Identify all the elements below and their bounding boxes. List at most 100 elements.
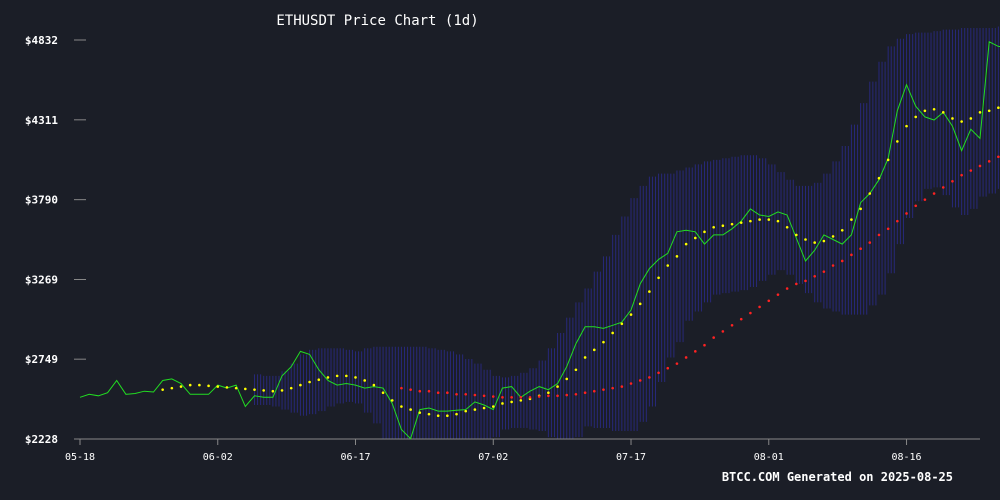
ma-short-dot: [473, 408, 477, 411]
ma-long-dot: [703, 343, 706, 347]
ma-short-dot: [611, 331, 614, 335]
ma-long-dot: [795, 282, 798, 286]
ma-long-dot: [859, 247, 862, 250]
ma-short-dot: [565, 377, 569, 381]
ma-short-dot: [795, 233, 798, 237]
ma-short-dot: [491, 405, 495, 408]
ma-short-dot: [179, 385, 183, 388]
ma-long-dot: [868, 241, 872, 244]
ma-long-dot: [409, 388, 412, 391]
ma-short-dot: [868, 192, 872, 195]
ma-long-dot: [592, 389, 596, 393]
ma-long-dot: [905, 212, 908, 215]
ma-short-dot: [804, 238, 807, 241]
ma-long-dot: [629, 382, 633, 385]
ma-short-dot: [712, 225, 715, 229]
tick-labels: $4832 $4311 $3790 $3269 $2749 $2228 05-18 06-02…: [25, 34, 922, 463]
axes: [74, 39, 980, 445]
ma-short-dot: [317, 378, 321, 382]
ma-short-dot: [547, 391, 550, 395]
ma-short-dot: [978, 111, 982, 114]
ma-short-dot: [923, 109, 927, 113]
ma-short-dot: [703, 230, 706, 234]
ma-long-dot: [666, 366, 670, 370]
ma-long-dot: [455, 392, 458, 396]
ma-short-dot: [308, 380, 311, 384]
ma-long-dot: [951, 179, 954, 183]
ma-short-dot: [997, 106, 1000, 110]
ma-long-dot: [400, 386, 403, 390]
ma-long-dot: [638, 379, 642, 382]
chart-title: ETHUSDT Price Chart (1d): [276, 13, 479, 29]
ma-short-dot: [574, 368, 578, 372]
ma-long-dot: [776, 293, 780, 296]
ma-long-dot: [730, 324, 734, 327]
ma-short-dot: [960, 120, 963, 123]
ma-short-dot: [758, 218, 761, 221]
ma-long-dot: [978, 164, 982, 168]
ma-long-dot: [648, 376, 651, 379]
ma-short-dot: [620, 322, 624, 326]
ma-short-dot: [932, 107, 936, 111]
ma-short-dot: [234, 386, 238, 390]
y-tick-label: $4311: [25, 114, 58, 127]
ma-long-dot: [501, 396, 504, 399]
x-tick-label: 08-16: [891, 452, 921, 463]
ma-long-dot: [969, 169, 973, 172]
ma-long-dot: [813, 274, 816, 278]
ma-short-dot: [877, 176, 881, 180]
ma-short-dot: [648, 290, 651, 293]
ma-long-dot: [620, 385, 624, 388]
x-tick-label: 08-01: [754, 452, 784, 463]
ma-long-dot: [574, 392, 578, 396]
ma-short-dot: [969, 117, 973, 120]
ma-short-dot: [583, 356, 587, 359]
ma-short-dot: [280, 389, 284, 392]
ma-short-dot: [886, 158, 890, 162]
ma-short-dot: [390, 399, 394, 402]
ma-short-dot: [638, 302, 642, 306]
ma-short-dot: [905, 124, 908, 128]
ma-short-dot: [335, 374, 339, 378]
chart-footer: BTCC.COM Generated on 2025-08-25: [721, 470, 953, 484]
ma-short-dot: [271, 389, 275, 393]
price-line: [79, 41, 1000, 440]
ma-short-dot: [767, 218, 771, 221]
ma-short-dot: [831, 235, 835, 238]
ma-long-dot: [547, 394, 550, 398]
ma-long-dot: [932, 192, 936, 195]
ma-long-dot: [473, 393, 477, 397]
ma-short-dot: [289, 386, 293, 390]
bollinger-band: [253, 26, 999, 439]
x-tick-label: 07-17: [616, 452, 646, 463]
ma-long-dot: [850, 253, 853, 257]
ma-long-dot: [611, 386, 614, 390]
y-tick-label: $2228: [25, 433, 58, 446]
ma-long-dot: [657, 371, 660, 375]
ma-long-dot: [583, 391, 587, 395]
ma-short-dot: [216, 385, 220, 388]
x-tick-label: 06-02: [203, 452, 233, 463]
ma-short-dot: [730, 222, 734, 226]
ma-short-dot: [951, 117, 954, 120]
ma-short-dot: [436, 414, 440, 418]
ma-short-dot: [455, 412, 458, 416]
ma-long-dot: [804, 279, 807, 283]
ma-short-dot: [262, 389, 265, 392]
ma-short-dot: [170, 386, 174, 390]
ma-short-dot: [381, 391, 385, 395]
x-tick-label: 07-02: [478, 452, 508, 463]
ma-short-dot: [914, 115, 918, 119]
ma-short-dot: [161, 388, 164, 391]
y-tick-label: $3269: [25, 273, 58, 286]
ma-short-dot: [409, 408, 412, 411]
ma-short-dot: [859, 207, 862, 211]
ma-long-dot: [694, 350, 697, 353]
ma-short-dot: [666, 264, 670, 267]
ma-short-dot: [822, 239, 826, 243]
ma-short-dot: [629, 313, 633, 316]
ma-short-dot: [427, 412, 431, 416]
ma-long-dot: [510, 396, 513, 399]
ma-long-dot: [767, 299, 771, 303]
